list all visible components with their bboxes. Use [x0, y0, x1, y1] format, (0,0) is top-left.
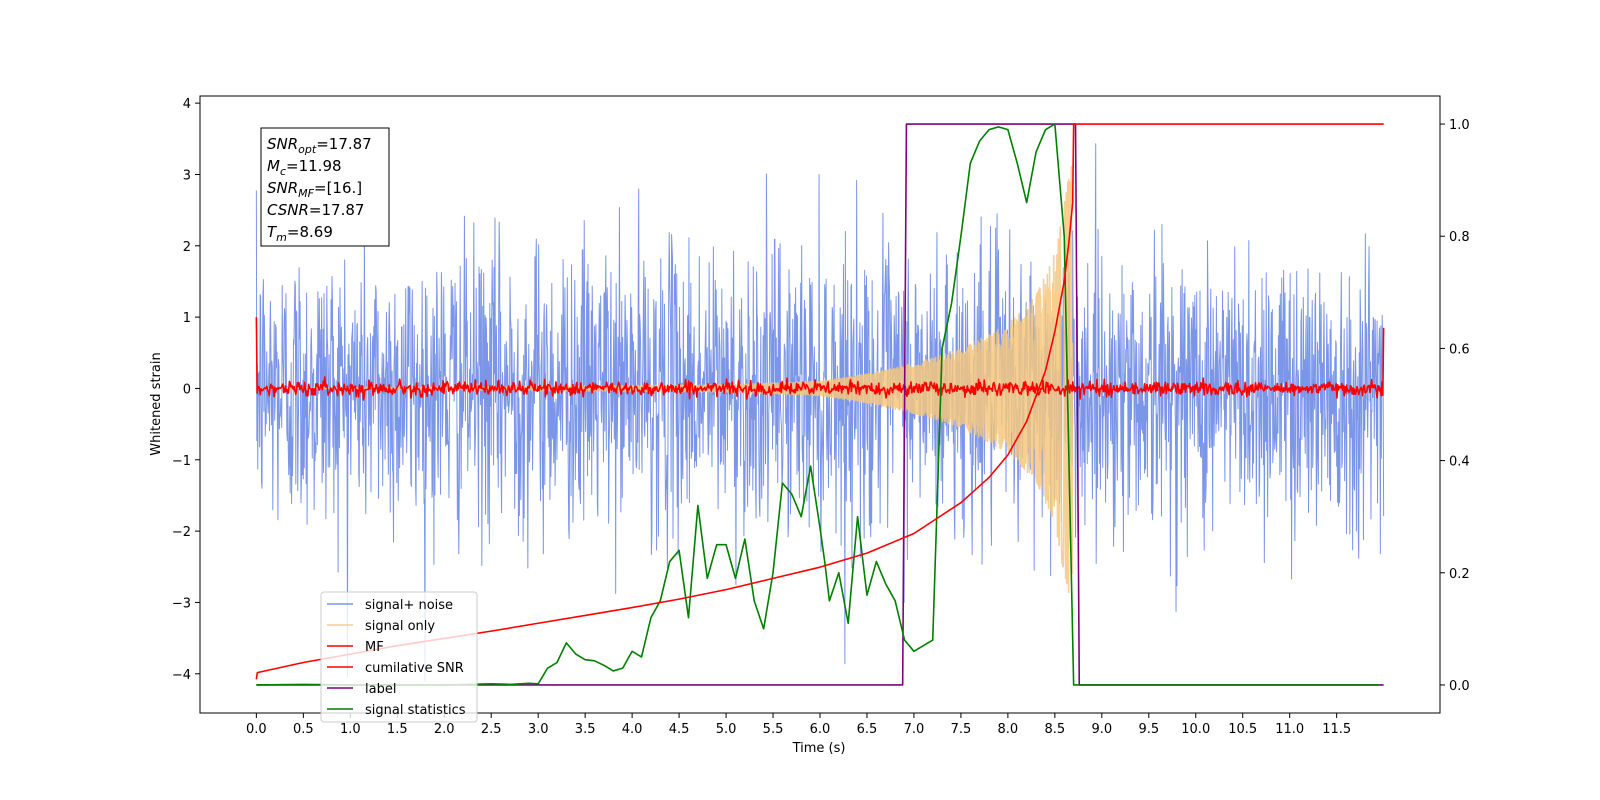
x-tick-label: 7.5 [951, 722, 972, 737]
legend-label: label [365, 682, 396, 697]
x-tick-label: 0.5 [293, 722, 314, 737]
series-signal-noise [255, 143, 1385, 682]
y-tick-label: −1 [172, 454, 191, 469]
x-axis: 0.0 0.5 1.0 1.5 2.0 2.5 3.0 3.5 4.0 4.5 5.0 5.5 6.0 6… [246, 713, 1351, 737]
y-tick-label: −4 [172, 668, 191, 683]
y-axis-right: 0.0 0.2 0.4 0.6 0.8 1.0 [1440, 118, 1470, 694]
x-tick-label: 11.0 [1275, 722, 1304, 737]
x-tick-label: 0.0 [246, 722, 267, 737]
x-tick-label: 2.0 [434, 722, 455, 737]
legend-label: signal only [365, 619, 435, 634]
x-axis-label: Time (s) [792, 741, 846, 756]
annotation-line: SNRMF=[16.] [267, 179, 362, 200]
y-tick-label: −2 [172, 525, 191, 540]
series-layer [255, 123, 1385, 686]
x-tick-label: 2.5 [481, 722, 502, 737]
annotation-frame [260, 127, 390, 247]
x-tick-label: 6.0 [810, 722, 831, 737]
x-tick-label: 3.5 [575, 722, 596, 737]
annotation-line: Tm=8.69 [267, 223, 333, 244]
legend-frame [320, 591, 478, 723]
x-tick-label: 9.5 [1138, 722, 1159, 737]
x-tick-label: 10.0 [1181, 722, 1210, 737]
legend-label: cumilative SNR [365, 661, 464, 676]
y-tick-label: −3 [172, 596, 191, 611]
series-signal-statistics [256, 123, 1379, 686]
legend-label: MF [365, 640, 384, 655]
annotation-box: SNRopt=17.87Mc=11.98SNRMF=[16.]CSNR=17.8… [260, 127, 390, 247]
x-tick-label: 7.0 [904, 722, 925, 737]
x-tick-label: 4.0 [622, 722, 643, 737]
y2-tick-label: 0.8 [1449, 230, 1470, 245]
x-tick-label: 5.5 [763, 722, 784, 737]
annotation-line: CSNR=17.87 [267, 201, 364, 219]
x-tick-label: 11.5 [1322, 722, 1351, 737]
x-tick-label: 4.5 [669, 722, 690, 737]
x-tick-label: 1.5 [387, 722, 408, 737]
x-tick-label: 8.0 [998, 722, 1019, 737]
y-tick-label: 1 [183, 311, 191, 326]
x-tick-label: 6.5 [857, 722, 878, 737]
y2-tick-label: 0.0 [1449, 679, 1470, 694]
annotation-line: SNRopt=17.87 [267, 135, 372, 156]
y-axis-label: Whitened strain [149, 352, 164, 455]
y2-tick-label: 0.4 [1449, 455, 1470, 470]
y-tick-label: 4 [183, 97, 191, 112]
legend: signal+ noise signal only MF cumilative SNR… [320, 591, 478, 723]
x-tick-label: 10.5 [1228, 722, 1257, 737]
y-axis-left: −4 −3 −2 −1 0 1 2 3 4 [172, 97, 200, 683]
y2-tick-label: 0.2 [1449, 567, 1470, 582]
series-mf [255, 317, 1385, 401]
y-tick-label: 3 [183, 168, 191, 183]
x-tick-label: 5.0 [716, 722, 737, 737]
legend-label: signal statistics [365, 703, 466, 718]
x-tick-label: 1.0 [340, 722, 361, 737]
y2-tick-label: 1.0 [1449, 118, 1470, 133]
x-tick-label: 8.5 [1045, 722, 1066, 737]
y2-tick-label: 0.6 [1449, 342, 1470, 357]
y-tick-label: 0 [183, 382, 191, 397]
annotation-line: Mc=11.98 [267, 157, 342, 178]
x-tick-label: 3.0 [528, 722, 549, 737]
x-tick-label: 9.0 [1091, 722, 1112, 737]
y-tick-label: 2 [183, 240, 191, 255]
legend-label: signal+ noise [365, 598, 453, 613]
